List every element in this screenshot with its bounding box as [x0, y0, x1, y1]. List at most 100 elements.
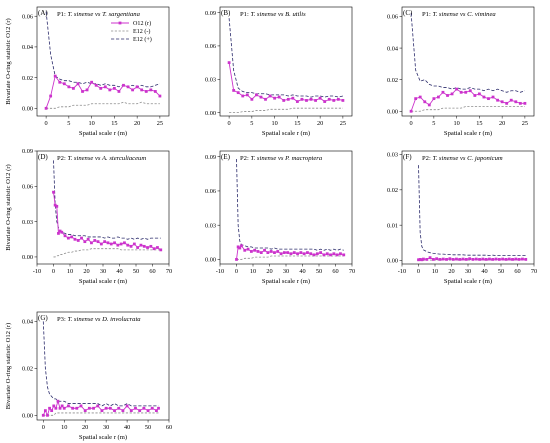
- data-point-observed: [414, 97, 418, 101]
- data-point-observed: [263, 248, 266, 252]
- data-point-observed: [106, 241, 110, 245]
- data-point-observed: [85, 88, 89, 92]
- data-point-observed: [478, 258, 481, 261]
- data-point-observed: [342, 253, 346, 257]
- panel-title-species: T. sinense vs D. involucrata: [67, 316, 141, 323]
- data-point-observed: [269, 250, 273, 253]
- x-tick-label: 30: [465, 268, 471, 275]
- data-point-observed: [139, 243, 143, 247]
- data-point-observed: [232, 89, 236, 92]
- x-tick-label: 10: [250, 268, 256, 275]
- x-tick-label: 60: [332, 268, 338, 275]
- data-point-observed: [417, 258, 420, 262]
- data-point-observed: [500, 100, 504, 104]
- data-point-observed: [87, 406, 91, 410]
- x-tick-label: 60: [149, 268, 155, 275]
- data-point-observed: [81, 90, 84, 93]
- series-line-observed: [410, 88, 525, 112]
- x-tick-label: 0: [52, 268, 55, 275]
- data-point-observed: [246, 247, 250, 251]
- y-tick-label: 0.00: [22, 254, 33, 261]
- x-tick-label: 15: [294, 120, 300, 127]
- data-point-observed: [67, 85, 71, 89]
- y-tick-label: 0.04: [22, 319, 34, 326]
- data-point-observed: [277, 95, 281, 99]
- data-point-observed: [249, 250, 253, 253]
- x-tick-label: 25: [340, 120, 346, 127]
- data-point-observed: [53, 74, 57, 78]
- y-tick-label: 0.00: [22, 413, 33, 420]
- data-point-observed: [432, 97, 436, 101]
- series-line-envelope-upper: [418, 165, 526, 256]
- x-tick-label: 5: [67, 120, 70, 127]
- data-point-observed: [122, 83, 125, 87]
- data-point-observed: [286, 97, 290, 101]
- legend-label: E12 (+): [133, 36, 152, 43]
- panel-title-species: T. sinense vs C. japonicum: [432, 155, 502, 162]
- data-point-observed: [471, 258, 475, 261]
- data-point-observed: [142, 406, 146, 410]
- data-point-observed: [461, 257, 465, 261]
- data-point-observed: [134, 406, 137, 410]
- panel-title-plot: P2:: [422, 155, 432, 162]
- data-point-observed: [259, 251, 263, 254]
- data-point-observed: [455, 257, 458, 261]
- panel-title-species: T. sinense vs A. sterculiaceum: [67, 155, 146, 162]
- series-line-envelope-lower: [236, 255, 344, 260]
- y-tick-label: 0.03: [205, 222, 216, 229]
- x-axis-title: Spatial scale r (m): [79, 130, 127, 137]
- plot-frame: [401, 6, 535, 117]
- data-point-observed: [76, 239, 80, 242]
- data-point-observed: [142, 244, 146, 248]
- data-point-observed: [58, 80, 62, 84]
- data-point-observed: [155, 409, 158, 413]
- data-point-observed: [491, 258, 495, 261]
- panel-letter: (G): [38, 314, 48, 322]
- panel-title: P1: T. sinense vs B. utilis: [240, 11, 306, 18]
- data-point-observed: [266, 251, 270, 254]
- panel-title-plot: P1:: [240, 11, 250, 18]
- data-point-observed: [273, 251, 276, 254]
- x-tick-label: 70: [166, 268, 172, 275]
- data-point-observed: [83, 240, 87, 244]
- data-point-observed: [514, 100, 518, 104]
- data-point-observed: [243, 248, 247, 252]
- data-point-observed: [149, 88, 153, 92]
- panel-title-species: T. sinense vs P. macroptera: [250, 155, 322, 162]
- y-tick-label: 0.00: [22, 106, 33, 113]
- data-point-observed: [86, 237, 90, 241]
- data-point-observed: [103, 240, 107, 244]
- y-tick-label: 0.04: [387, 45, 399, 52]
- series-line-envelope-upper: [410, 13, 526, 93]
- data-point-observed: [152, 247, 156, 251]
- y-tick-label: 0.00: [387, 108, 398, 115]
- panel-title-plot: P1:: [57, 11, 67, 18]
- data-point-observed: [435, 257, 439, 261]
- data-point-observed: [79, 404, 83, 408]
- data-point-observed: [259, 95, 263, 99]
- data-point-observed: [159, 248, 163, 252]
- x-tick-label: 50: [316, 268, 322, 275]
- plot-frame: [36, 6, 170, 117]
- data-point-observed: [253, 248, 257, 252]
- panel-letter: (A): [38, 9, 48, 17]
- data-point-observed: [238, 246, 242, 250]
- data-point-observed: [138, 409, 142, 413]
- panel-title-species: T. sinense vs C. viminea: [432, 11, 496, 18]
- panel-letter: (F): [403, 153, 412, 161]
- data-point-observed: [494, 257, 498, 261]
- data-point-observed: [521, 257, 524, 261]
- panel-letter: (C): [403, 9, 413, 17]
- data-point-observed: [73, 237, 77, 241]
- data-point-observed: [431, 258, 435, 261]
- data-point-observed: [464, 90, 468, 94]
- data-point-observed: [157, 406, 160, 410]
- data-point-observed: [505, 101, 509, 105]
- data-point-observed: [497, 258, 501, 261]
- legend-label: E12 (-): [133, 28, 150, 35]
- x-tick-label: 20: [317, 120, 323, 127]
- x-tick-label: 20: [134, 120, 140, 127]
- data-point-observed: [459, 90, 463, 94]
- x-tick-label: 10: [67, 268, 73, 275]
- data-point-observed: [335, 253, 339, 257]
